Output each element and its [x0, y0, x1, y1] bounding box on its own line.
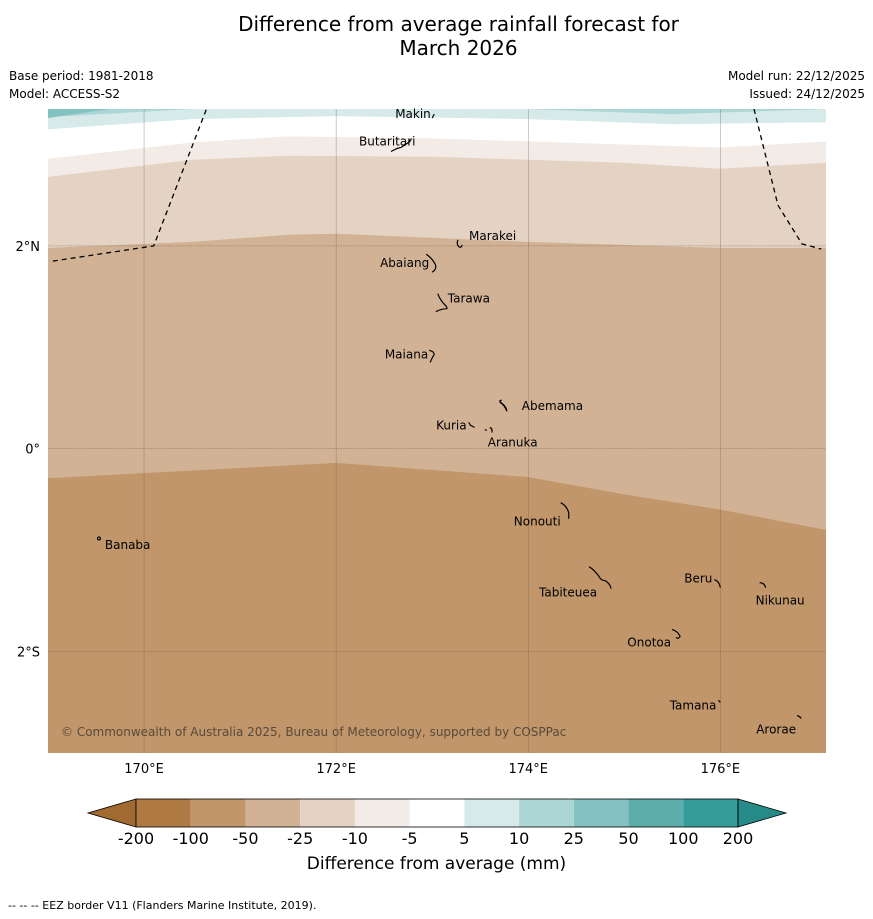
- place-label-abemama: Abemama: [522, 399, 583, 413]
- colorbar-tick-label: -100: [173, 829, 209, 848]
- lat-tick-label: 0°: [25, 443, 40, 458]
- colorbar-label: Difference from average (mm): [306, 854, 567, 874]
- colorbar-tick-label: 5: [459, 829, 469, 848]
- colorbar-segment: [573, 799, 629, 827]
- lon-tick-label: 174°E: [508, 762, 548, 777]
- island-makin: [431, 113, 435, 119]
- colorbar-arrow-right: [737, 798, 788, 828]
- place-label-tabiteuea: Tabiteuea: [538, 586, 597, 600]
- island-marakei: [456, 239, 463, 248]
- colorbar-segment: [464, 799, 520, 827]
- island-butaritari: [390, 140, 412, 153]
- eez-line: [753, 109, 822, 250]
- title-line-1: Difference from average rainfall forecas…: [238, 12, 679, 36]
- island-kuria: [468, 422, 475, 428]
- place-label-nikunau: Nikunau: [756, 594, 805, 608]
- place-label-banaba: Banaba: [105, 538, 151, 552]
- island-tamana: [717, 699, 721, 703]
- colorbar-tick-label: 100: [668, 829, 699, 848]
- lat-tick-label: 2°N: [16, 240, 41, 255]
- colorbar-tick-label: -5: [402, 829, 418, 848]
- colorbar-tick-label: -200: [118, 829, 154, 848]
- island-tarawa: [435, 293, 448, 313]
- colorbar-tick-label: -10: [342, 829, 368, 848]
- island-aranuka: [484, 426, 493, 433]
- colorbar: -200 -100 -50 -25 -10 -5 5 10 25 50 100 200: [86, 798, 788, 848]
- colorbar-tick-label: 50: [618, 829, 638, 848]
- colorbar-segment: [190, 799, 246, 827]
- copyright-text: © Commonwealth of Australia 2025, Bureau…: [61, 725, 566, 739]
- island-arorae: [796, 714, 802, 719]
- model-text: Model: ACCESS-S2: [9, 87, 121, 101]
- colorbar-tick-label: 10: [509, 829, 529, 848]
- colorbar-segment: [409, 799, 465, 827]
- island-tabiteuea: [588, 566, 612, 589]
- place-label-tarawa: Tarawa: [447, 292, 490, 306]
- model-run-text: Model run: 22/12/2025: [727, 69, 865, 83]
- place-label-beru: Beru: [684, 572, 712, 586]
- colorbar-segment: [354, 799, 410, 827]
- island-abaiang: [425, 253, 437, 273]
- colorbar-segment: [628, 799, 684, 827]
- place-labels: Makin Butaritari Marakei Abaiang Tarawa Maian…: [105, 107, 805, 736]
- band-6: [48, 109, 826, 118]
- meta-right: Model run: 22/12/2025 Issued: 24/12/2025: [728, 67, 865, 103]
- island-maiana: [429, 349, 435, 363]
- base-period-text: Base period: 1981-2018: [9, 69, 154, 83]
- colorbar-frame: [135, 798, 739, 828]
- eez-footnote: -- -- -- EEZ border V11 (Flanders Marine…: [8, 899, 317, 912]
- colorbar-tick-label: -25: [287, 829, 313, 848]
- colorbar-tick-label: 25: [564, 829, 584, 848]
- place-label-makin: Makin: [395, 107, 431, 121]
- band-5: [48, 109, 826, 130]
- island-banaba: [96, 536, 101, 541]
- title-line-2: March 2026: [399, 36, 518, 60]
- lon-tick-label: 170°E: [124, 762, 164, 777]
- meta-left: Base period: 1981-2018 Model: ACCESS-S2: [9, 67, 154, 103]
- place-label-nonouti: Nonouti: [514, 515, 561, 529]
- eez-line: [52, 109, 208, 262]
- island-nikunau: [759, 582, 767, 588]
- colorbar-segment: [245, 799, 301, 827]
- place-label-maiana: Maiana: [385, 347, 428, 361]
- place-label-onotoa: Onotoa: [627, 635, 671, 649]
- rainfall-bands: [48, 109, 826, 753]
- place-label-aranuka: Aranuka: [488, 436, 538, 450]
- island-beru: [714, 579, 721, 588]
- colorbar-tick-label: 200: [723, 829, 754, 848]
- lon-tick-label: 176°E: [701, 762, 741, 777]
- colorbar-segment: [519, 799, 574, 827]
- place-label-tamana: Tamana: [669, 698, 717, 712]
- island-nonouti: [560, 502, 570, 519]
- axis-labels: 170°E 172°E 174°E 176°E 2°N 0° 2°S: [16, 240, 741, 777]
- island-abemama: [499, 399, 508, 412]
- lat-tick-label: 2°S: [17, 646, 40, 661]
- colorbar-segment: [136, 799, 191, 827]
- issued-text: Issued: 24/12/2025: [749, 87, 865, 101]
- chart-title: Difference from average rainfall forecas…: [0, 12, 873, 60]
- island-outlines: [96, 113, 802, 719]
- colorbar-arrow-left: [86, 798, 137, 828]
- place-label-abaiang: Abaiang: [380, 256, 429, 270]
- band-corner: [48, 109, 110, 118]
- place-label-kuria: Kuria: [436, 418, 467, 432]
- graticule: [48, 109, 826, 753]
- place-label-arorae: Arorae: [756, 723, 796, 737]
- colorbar-segment: [683, 799, 738, 827]
- lon-tick-label: 172°E: [316, 762, 356, 777]
- place-label-butaritari: Butaritari: [359, 135, 416, 149]
- place-label-marakei: Marakei: [469, 229, 516, 243]
- island-onotoa: [671, 628, 681, 639]
- colorbar-segment: [300, 799, 355, 827]
- eez-border: [52, 109, 822, 262]
- colorbar-tick-label: -50: [232, 829, 258, 848]
